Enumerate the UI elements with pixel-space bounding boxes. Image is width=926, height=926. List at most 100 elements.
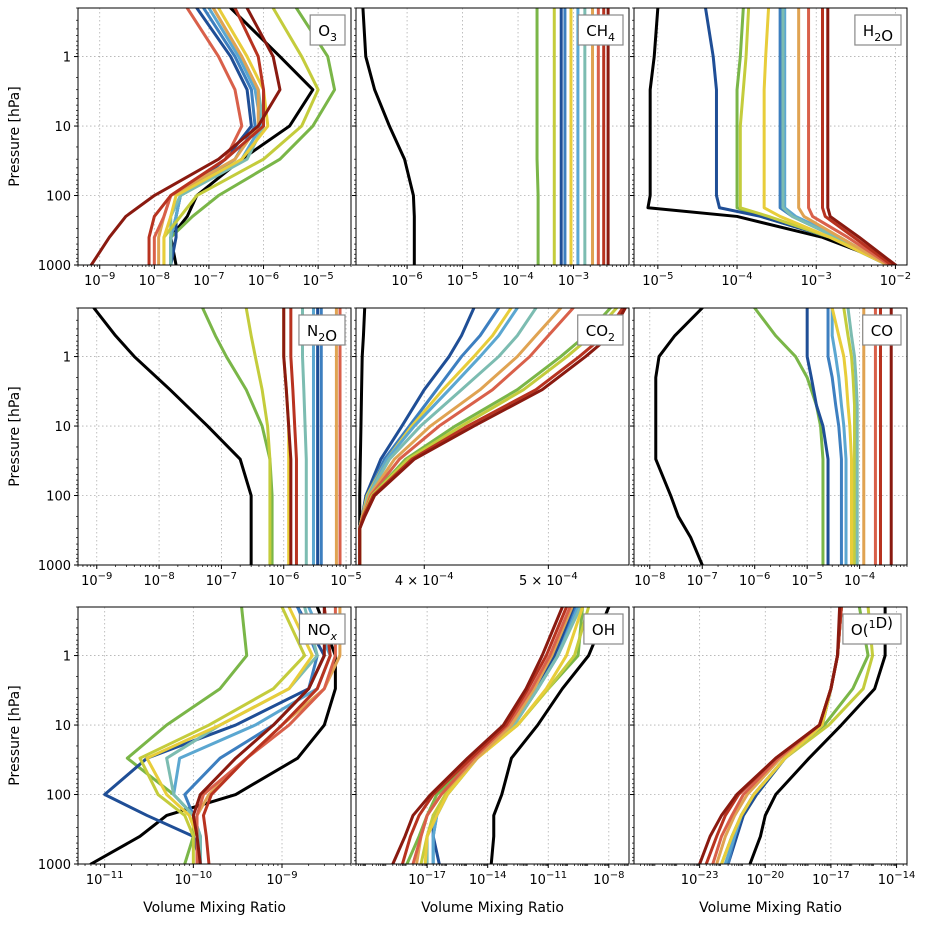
y-tick-label: 10 <box>54 120 71 135</box>
series-line-0 <box>646 8 897 265</box>
y-tick-label: 1 <box>63 51 71 66</box>
series-line-6 <box>738 8 894 265</box>
y-axis-label: Pressure [hPa] <box>7 386 23 486</box>
panel-o3: 1 10 100 1000 10−9 10−8 10−7 10−6 10−5 O3 Pressure… <box>7 7 352 289</box>
title-text: CO2 <box>586 322 615 344</box>
panel-n2o: 1 10 100 1000 10−9 10−8 10−7 10−6 10−5 N2O Pressur… <box>7 307 362 589</box>
x-tick-label: 10−8 <box>139 271 170 289</box>
axes-frame <box>355 7 630 266</box>
y-tick-label: 1 <box>63 650 71 665</box>
title-text: H2O <box>863 22 893 45</box>
x-tick-label: 10−11 <box>529 870 567 888</box>
x-tick-label: 10−6 <box>268 571 299 589</box>
x-tick-label: 10−9 <box>84 271 115 289</box>
x-tick-label: 10−8 <box>593 870 624 888</box>
series-line-8 <box>157 8 260 265</box>
panel-title: CH4 <box>577 14 624 46</box>
title-box <box>298 314 346 346</box>
x-tick-label: 10−8 <box>634 571 665 589</box>
series-line-5 <box>830 308 853 565</box>
series-line-9 <box>411 607 572 864</box>
x-tick-label: 10−7 <box>193 271 224 289</box>
axes-frame <box>633 307 908 566</box>
x-tick-label: 10−6 <box>391 271 422 289</box>
title-box <box>577 14 624 46</box>
panel-co: 10−8 10−7 10−6 10−5 10−4 CO <box>630 307 908 589</box>
series-line-1 <box>201 308 274 565</box>
y-tick-label: 1000 <box>38 559 71 574</box>
series-line-1 <box>753 308 825 565</box>
panel-title: OH <box>583 613 624 645</box>
x-tick-label: 10−2 <box>880 271 911 289</box>
x-tick-label: 10−7 <box>206 571 237 589</box>
series-group <box>89 8 337 265</box>
x-tick-label: 10−5 <box>330 571 361 589</box>
panel-title: H2O <box>854 14 902 46</box>
x-tick-label: 10−9 <box>81 571 112 589</box>
series-line-7 <box>762 8 890 265</box>
y-tick-label: 10 <box>54 420 71 435</box>
series-line-9 <box>711 607 843 864</box>
x-tick-label: 10−4 <box>502 271 533 289</box>
series-line-5 <box>781 8 890 265</box>
gridlines <box>356 8 629 265</box>
gridlines <box>78 308 351 565</box>
panel-title: N2O <box>298 314 346 346</box>
series-line-8 <box>358 308 612 565</box>
series-group <box>391 607 611 864</box>
title-text: O(1D) <box>851 614 893 639</box>
series-line-10 <box>821 8 894 265</box>
gridlines <box>78 607 351 864</box>
title-box <box>309 14 346 46</box>
x-tick-label: 10−17 <box>408 870 446 888</box>
axes-frame <box>77 7 352 266</box>
title-box <box>862 314 902 346</box>
series-line-10 <box>289 308 298 565</box>
series-line-4 <box>830 308 848 565</box>
axes-frame <box>633 606 908 865</box>
panel-ch4: 10−6 10−5 10−4 10−3 CH4 <box>352 7 630 289</box>
title-text: NOx <box>307 621 337 643</box>
x-tick-label: 10−5 <box>642 271 673 289</box>
x-tick-label: 10−23 <box>681 870 719 888</box>
series-line-11 <box>282 308 293 565</box>
panel-oh: 10−17 10−14 10−11 10−8 OH Volume Mixing Ratio <box>352 606 630 916</box>
series-line-2 <box>358 308 501 565</box>
x-axis-label: Volume Mixing Ratio <box>421 900 564 916</box>
series-line-2 <box>723 607 875 864</box>
series-line-6 <box>162 8 320 265</box>
axes-frame <box>77 307 352 566</box>
title-box <box>577 314 624 346</box>
series-line-6 <box>244 308 272 565</box>
y-tick-label: 100 <box>46 190 71 205</box>
series-line-0 <box>361 8 416 265</box>
series-line-0 <box>748 607 887 864</box>
x-tick-label: 10−5 <box>792 571 823 589</box>
series-line-11 <box>191 607 326 864</box>
axes-frame <box>355 307 630 566</box>
panel-title: CO2 <box>577 314 624 346</box>
axes-frame <box>77 606 352 865</box>
series-line-0 <box>489 607 611 864</box>
title-text: N2O <box>307 322 337 345</box>
x-tick-label: 10−4 <box>721 271 752 289</box>
x-tick-label: 10−14 <box>878 870 916 888</box>
series-group <box>89 607 342 864</box>
series-line-3 <box>726 607 843 864</box>
title-text: CO <box>871 322 893 340</box>
x-tick-label: 10−8 <box>143 571 174 589</box>
series-line-2 <box>805 308 830 565</box>
series-line-5 <box>723 607 843 864</box>
series-line-11 <box>698 607 842 864</box>
x-tick-label: 10−14 <box>469 870 507 888</box>
series-line-8 <box>797 8 890 265</box>
series-line-6 <box>358 308 563 565</box>
series-line-5 <box>301 308 308 565</box>
series-group <box>92 308 342 565</box>
series-line-10 <box>358 308 625 565</box>
panel-title: O(1D) <box>842 613 902 645</box>
x-tick-label: 10−11 <box>86 870 124 888</box>
series-group <box>654 308 893 565</box>
series-group <box>358 308 627 565</box>
